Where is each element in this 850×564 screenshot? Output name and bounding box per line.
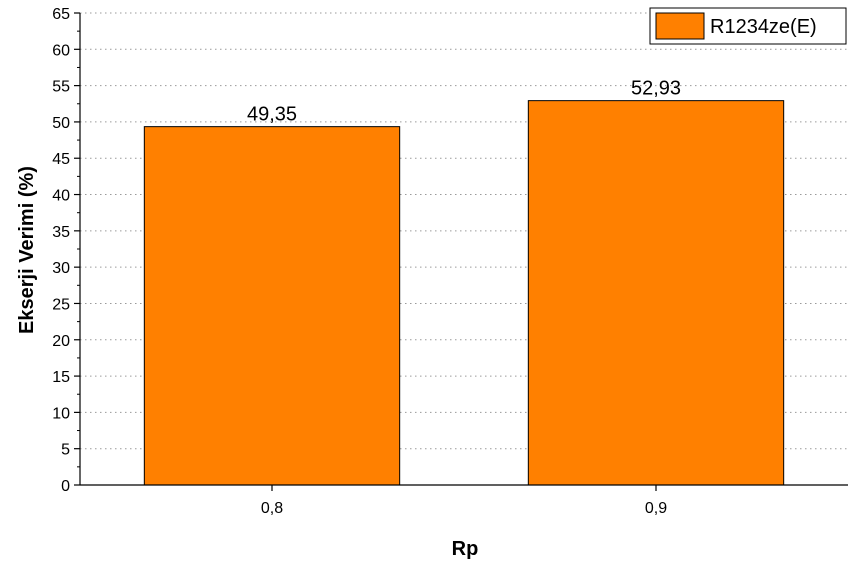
x-tick-label: 0,9 bbox=[645, 500, 667, 517]
data-label: 49,35 bbox=[247, 104, 297, 126]
y-tick-label: 10 bbox=[52, 405, 70, 422]
y-tick-label: 40 bbox=[52, 188, 70, 205]
y-tick-label: 15 bbox=[52, 369, 70, 386]
y-tick-label: 25 bbox=[52, 296, 70, 313]
y-tick-label: 60 bbox=[52, 42, 70, 59]
y-tick-label: 45 bbox=[52, 151, 70, 168]
y-tick-label: 65 bbox=[52, 6, 70, 23]
bar bbox=[143, 126, 401, 486]
legend-label: R1234ze(E) bbox=[710, 16, 817, 38]
bars-layer bbox=[143, 100, 785, 486]
legend-swatch bbox=[655, 12, 705, 40]
y-tick-label: 5 bbox=[61, 442, 70, 459]
data-labels: 49,35 52,93 bbox=[247, 78, 681, 126]
x-tick-label: 0,8 bbox=[261, 500, 283, 517]
x-ticks: 0,8 0,9 bbox=[261, 485, 667, 517]
y-tick-label: 55 bbox=[52, 79, 70, 96]
data-label: 52,93 bbox=[631, 78, 681, 100]
y-tick-label: 0 bbox=[61, 478, 70, 495]
y-tick-label: 50 bbox=[52, 115, 70, 132]
y-tick-label: 30 bbox=[52, 260, 70, 277]
bar bbox=[527, 100, 785, 486]
y-ticks: 0 5 10 15 20 25 30 35 40 45 50 55 60 65 bbox=[52, 6, 80, 495]
y-tick-label: 35 bbox=[52, 224, 70, 241]
y-axis-title: Ekserji Verimi (%) bbox=[16, 166, 38, 334]
y-tick-label: 20 bbox=[52, 333, 70, 350]
x-axis-title: Rp bbox=[452, 538, 479, 560]
legend: R1234ze(E) bbox=[649, 7, 847, 45]
